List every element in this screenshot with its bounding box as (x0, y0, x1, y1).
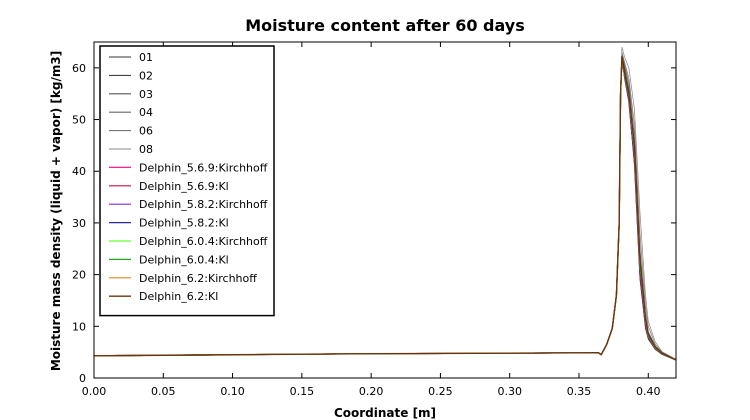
plot-frame (93, 41, 677, 379)
legend-label: 08 (139, 143, 153, 156)
legend-label: Delphin_5.8.2:Kirchhoff (139, 198, 268, 211)
x-tick-label: 0.25 (428, 385, 453, 398)
legend-box (99, 45, 275, 317)
legend-label: 04 (139, 106, 153, 119)
series-layer (94, 46, 676, 361)
legend-label: Delphin_5.6.9:Kl (139, 180, 229, 193)
legend-label: 03 (139, 88, 153, 101)
x-tick-label: 0.20 (359, 385, 384, 398)
ticks-layer: 0.00 0.05 0.10 0.15 0.20 0.25 0.30 0.35 0.400102… (72, 42, 676, 398)
x-tick-label: 0.05 (151, 385, 176, 398)
legend-label: 02 (139, 69, 153, 82)
legend-label: Delphin_6.0.4:Kirchhoff (139, 235, 268, 248)
x-tick-label: 0.00 (82, 385, 107, 398)
legend-label: Delphin_5.8.2:Kl (139, 217, 229, 230)
y-tick-label: 50 (72, 114, 86, 127)
y-tick-label: 60 (72, 62, 86, 75)
x-tick-label: 0.15 (290, 385, 315, 398)
x-tick-label: 0.35 (567, 385, 592, 398)
legend-label: Delphin_6.2:Kirchhoff (139, 272, 257, 285)
legend: 01 02 03 04 06 08 Delphin_5.6.9:Kirchhoff Delph… (99, 45, 275, 317)
y-tick-label: 40 (72, 165, 86, 178)
y-tick-label: 20 (72, 269, 86, 282)
y-tick-label: 30 (72, 217, 86, 230)
x-tick-label: 0.30 (497, 385, 522, 398)
legend-label: Delphin_5.6.9:Kirchhoff (139, 161, 268, 174)
series-line-13 (94, 55, 676, 361)
y-tick-label: 10 (72, 320, 86, 333)
x-tick-label: 0.40 (636, 385, 661, 398)
legend-label: 06 (139, 125, 153, 138)
legend-label: Delphin_6.0.4:Kl (139, 253, 229, 266)
chart-title: Moisture content after 60 days (245, 16, 525, 35)
y-axis-label: Moisture mass density (liquid + vapor) [… (49, 51, 63, 371)
y-tick-label: 0 (79, 372, 86, 385)
x-axis-label: Coordinate [m] (334, 406, 436, 420)
legend-label: 01 (139, 51, 153, 64)
legend-label: Delphin_6.2:Kl (139, 290, 218, 303)
x-tick-label: 0.10 (220, 385, 245, 398)
